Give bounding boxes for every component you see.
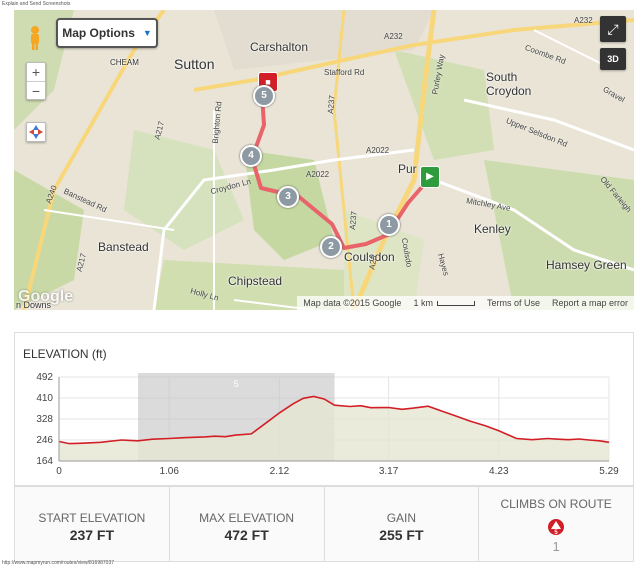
x-tick-label: 0 [56,466,62,477]
elevation-panel: ELEVATION (ft) 492 410 328 246 164 0 1.06 2.12 3… [14,332,634,486]
place-south-croydon: South Croydon [486,70,532,98]
climb-highlight-label: 5 [234,379,239,389]
mile-marker-4[interactable]: 4 [240,145,262,167]
elevation-line [58,395,610,445]
mile-marker-1[interactable]: 1 [378,214,400,236]
place-kenley: Kenley [474,222,511,236]
max-elevation-value: 472 FT [224,527,269,543]
street-view-pegman-icon[interactable] [26,25,44,51]
pan-control-icon[interactable] [26,122,46,142]
road-a2022a: A2022 [366,146,390,155]
terms-link[interactable]: Terms of Use [486,298,540,308]
y-tick-label: 246 [36,435,53,446]
stat-climbs: CLIMBS ON ROUTE 5 1 [479,487,633,561]
scale-bar: 1 km [413,298,475,308]
zoom-control: + − [26,62,46,100]
map-options-button[interactable]: Map Options ▼ [56,18,158,48]
header-caption: Explain and Send Screenshots [2,1,71,7]
place-banstead: Banstead [98,240,149,254]
gain-value: 255 FT [379,527,424,543]
road-a2022b: A2022 [306,170,330,179]
start-elevation-value: 237 FT [69,527,115,543]
start-elevation-label: START ELEVATION [38,511,146,525]
road-a232: A232 [384,32,403,41]
zoom-in-button[interactable]: + [27,63,45,82]
stat-gain: GAIN 255 FT [325,487,480,561]
y-tick-label: 328 [36,414,53,425]
y-tick-label: 492 [36,372,53,383]
place-downs: n Downs [16,300,52,310]
place-cheam: CHEAM [110,58,139,67]
road-a232b: A232 [574,16,593,25]
elevation-area [59,396,609,461]
y-tick-label: 164 [36,456,53,467]
report-error-link[interactable]: Report a map error [551,298,628,308]
x-tick-label: 2.12 [270,466,290,477]
map-data-credit: Map data ©2015 Google [303,298,402,308]
place-hamsey-green: Hamsey Green [546,258,627,272]
route-map[interactable]: Carshalton Sutton South Croydon Banstead… [14,10,634,310]
road-a237a: A237 [326,94,337,115]
climbs-label: CLIMBS ON ROUTE [500,497,612,511]
start-marker[interactable]: ▶ [420,166,440,188]
place-purley: Pur [398,162,417,176]
road-stafford-rd: Stafford Rd [324,68,365,77]
chevron-down-icon: ▼ [142,28,152,38]
climb-category-icon[interactable]: 5 [547,517,565,537]
footer-url: http://www.mapmyrun.com/routes/view/8169… [2,560,114,566]
climbs-count: 1 [552,539,560,554]
google-logo: Google [18,288,74,305]
y-tick-label: 410 [36,393,53,404]
mile-marker-2[interactable]: 2 [320,236,342,258]
road-a237b: A237 [348,210,359,231]
gain-label: GAIN [386,511,417,525]
place-carshalton: Carshalton [250,40,309,54]
zoom-out-button[interactable]: − [31,83,41,99]
climb-icon-number: 5 [554,530,558,536]
map-canvas [14,10,634,310]
place-chipstead: Chipstead [228,274,283,288]
x-tick-label: 3.17 [379,466,399,477]
x-tick-label: 4.23 [489,466,509,477]
stat-start-elevation: START ELEVATION 237 FT [15,487,170,561]
mile-marker-3[interactable]: 3 [277,186,299,208]
map-options-label: Map Options [62,26,135,40]
x-tick-label: 5.29 [599,466,619,477]
fullscreen-icon[interactable]: ⤢ [600,16,626,42]
3d-view-button[interactable]: 3D [600,48,626,70]
route-stats: START ELEVATION 237 FT MAX ELEVATION 472… [14,486,634,562]
mile-marker-5[interactable]: 5 [253,85,275,107]
elevation-title: ELEVATION (ft) [23,347,107,361]
max-elevation-label: MAX ELEVATION [199,511,295,525]
place-sutton: Sutton [174,56,215,72]
x-tick-label: 1.06 [159,466,179,477]
place-coulsdon: Coulsdon [344,250,395,264]
stat-max-elevation: MAX ELEVATION 472 FT [170,487,325,561]
map-attribution: Map data ©2015 Google 1 km Terms of Use … [297,296,634,310]
